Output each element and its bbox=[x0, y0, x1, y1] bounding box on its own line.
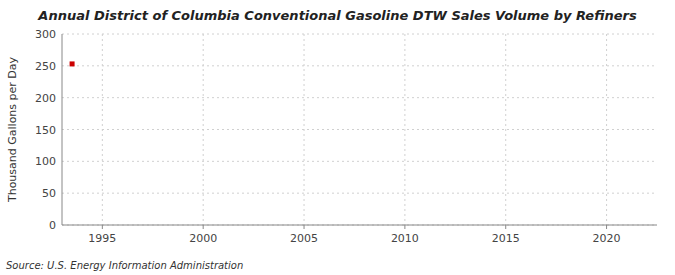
x-tick-label: 2000 bbox=[189, 232, 217, 245]
x-tick-label: 1995 bbox=[88, 232, 116, 245]
y-tick-label: 150 bbox=[35, 124, 56, 137]
x-grid-line bbox=[203, 34, 204, 225]
chart-title: Annual District of Columbia Conventional… bbox=[37, 8, 637, 23]
y-grid-line bbox=[62, 193, 657, 194]
y-tick-label: 250 bbox=[35, 60, 56, 73]
y-tick-label: 200 bbox=[35, 92, 56, 105]
y-axis-label: Thousand Gallons per Day bbox=[6, 56, 19, 203]
y-axis-line bbox=[62, 34, 63, 225]
x-tick-label: 2020 bbox=[593, 232, 621, 245]
grid bbox=[62, 34, 657, 225]
x-tick bbox=[203, 225, 204, 229]
x-tick bbox=[606, 225, 607, 229]
chart-container: Annual District of Columbia Conventional… bbox=[0, 0, 675, 275]
source-note: Source: U.S. Energy Information Administ… bbox=[6, 260, 243, 271]
y-grid-line bbox=[62, 129, 657, 130]
axes: 0 50 100 150 200 250 300 1995 2000 2005 2010 2015 20… bbox=[35, 28, 657, 245]
chart-svg: Annual District of Columbia Conventional… bbox=[0, 0, 675, 275]
y-tick-label: 50 bbox=[42, 187, 56, 200]
x-grid-line bbox=[505, 34, 506, 225]
y-tick-label: 0 bbox=[49, 219, 56, 232]
points bbox=[70, 61, 75, 66]
page: {"chart_data": {"type": "scatter", "titl… bbox=[0, 0, 675, 275]
y-tick-label: 300 bbox=[35, 28, 56, 41]
y-grid-line bbox=[62, 34, 657, 35]
x-tick bbox=[404, 225, 405, 229]
y-tick-label: 100 bbox=[35, 155, 56, 168]
x-tick-label: 2015 bbox=[492, 232, 520, 245]
data-point bbox=[70, 61, 75, 66]
x-tick bbox=[505, 225, 506, 229]
y-grid-line bbox=[62, 65, 657, 66]
y-grid-line bbox=[62, 225, 657, 226]
x-grid-line bbox=[404, 34, 405, 225]
x-tick-label: 2010 bbox=[391, 232, 419, 245]
x-tick-label: 2005 bbox=[290, 232, 318, 245]
y-grid-line bbox=[62, 161, 657, 162]
x-tick bbox=[304, 225, 305, 229]
x-grid-line bbox=[102, 34, 103, 225]
x-grid-line bbox=[304, 34, 305, 225]
x-axis-line bbox=[62, 225, 657, 226]
x-tick bbox=[102, 225, 103, 229]
x-grid-line bbox=[606, 34, 607, 225]
y-grid-line bbox=[62, 97, 657, 98]
